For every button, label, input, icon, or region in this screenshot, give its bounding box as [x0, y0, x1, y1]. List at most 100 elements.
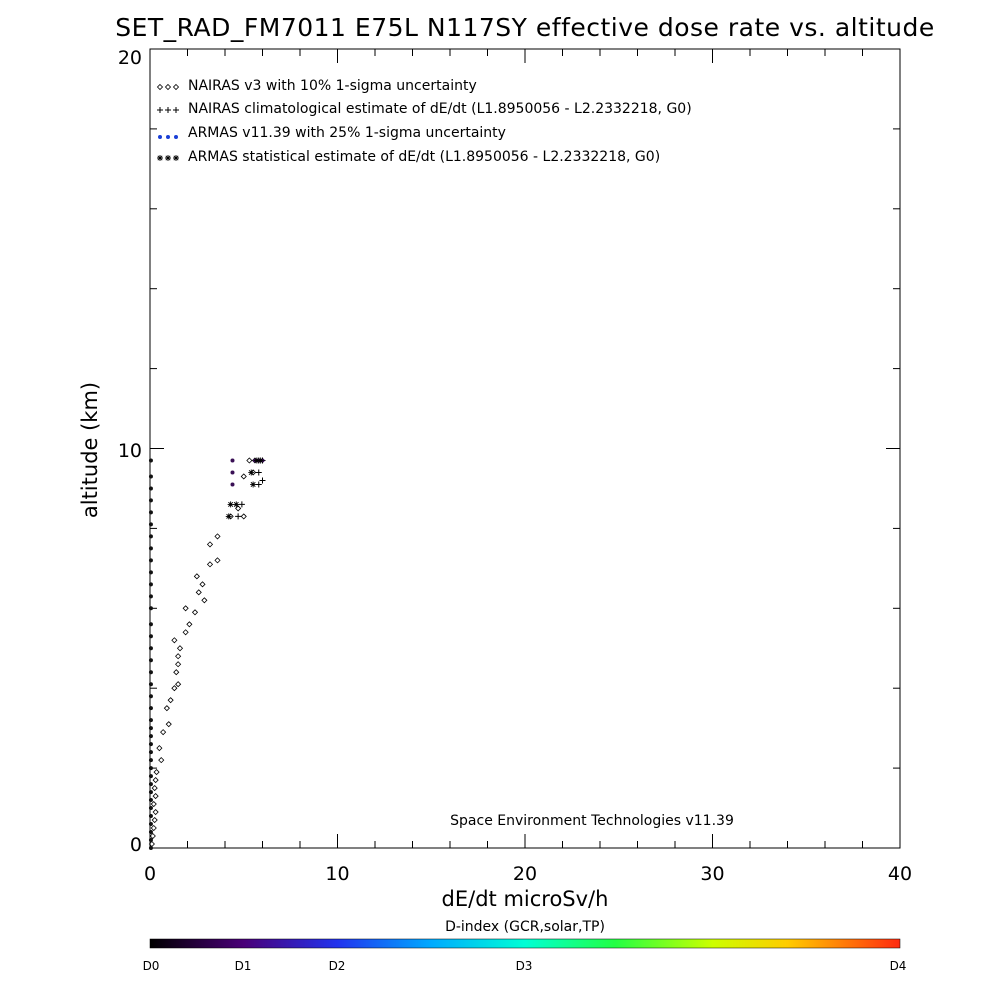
legend-entry: ARMAS statistical estimate of dE/dt (L1.… — [188, 149, 660, 165]
data-points — [148, 457, 266, 850]
legend-marker-dot — [158, 135, 178, 139]
series-plus — [235, 457, 266, 520]
diamond-marker — [240, 473, 247, 480]
dot-marker — [148, 670, 153, 675]
plus-marker — [255, 469, 262, 476]
diamond-marker — [240, 513, 247, 520]
diamond-marker — [150, 824, 157, 832]
diamond-marker — [151, 785, 158, 792]
dot-marker — [148, 546, 153, 551]
diamond-marker — [151, 816, 158, 824]
diamond-marker — [156, 745, 163, 752]
diamond-marker — [164, 83, 172, 91]
diamond-marker — [156, 83, 164, 91]
dot-marker — [148, 582, 153, 587]
dot-marker — [166, 135, 170, 139]
dot-marker — [148, 750, 153, 755]
dot-marker — [148, 510, 153, 515]
dot-marker — [148, 846, 153, 850]
dot-marker — [148, 830, 153, 835]
legend-marker-plus — [157, 107, 179, 113]
dot-marker — [148, 822, 153, 827]
dot-marker — [148, 458, 153, 463]
legend-entry: ARMAS v11.39 with 25% 1-sigma uncertaint… — [188, 125, 506, 141]
diamond-marker — [206, 561, 214, 568]
series-star — [225, 457, 264, 520]
colorbar-labels: D0 D1 D2 D3 D4 — [143, 959, 907, 973]
plus-marker — [255, 481, 262, 488]
colorbar-label: D2 — [329, 959, 346, 973]
dot-marker — [148, 522, 153, 527]
diamond-marker — [182, 605, 189, 612]
diamond-marker — [214, 533, 221, 540]
diamond-marker — [186, 621, 193, 628]
plot-frame — [149, 48, 901, 849]
y-tick-label: 10 — [118, 440, 142, 462]
star-marker — [173, 155, 179, 161]
dot-marker — [148, 814, 153, 819]
diamond-marker — [173, 669, 180, 676]
star-marker — [257, 457, 264, 464]
series-dot — [148, 458, 265, 850]
plus-marker — [165, 107, 171, 113]
dot-marker — [148, 718, 153, 723]
diamond-marker — [152, 777, 159, 784]
y-tick-label: 20 — [118, 47, 142, 69]
dot-marker — [174, 135, 178, 139]
x-tick-label: 20 — [513, 863, 537, 885]
diamond-marker — [175, 681, 182, 688]
colorbar-label: D4 — [890, 959, 907, 973]
dot-marker — [158, 135, 162, 139]
chart-title: SET_RAD_FM7011 E75L N117SY effective dos… — [115, 13, 935, 42]
legend-entry: NAIRAS v3 with 10% 1-sigma uncertainty — [188, 78, 477, 94]
dot-marker — [230, 470, 235, 475]
diamond-marker — [201, 597, 208, 604]
x-tick-labels: 0 10 20 30 40 — [144, 863, 912, 885]
dot-marker — [148, 694, 153, 699]
plus-marker — [173, 107, 179, 113]
tick-marks — [149, 48, 901, 849]
dot-marker — [148, 758, 153, 763]
star-marker — [248, 469, 255, 476]
diamond-marker — [167, 697, 174, 704]
diamond-marker — [235, 505, 242, 512]
dot-marker — [148, 558, 153, 563]
plus-marker — [235, 513, 242, 520]
legend: NAIRAS v3 with 10% 1-sigma uncertainty N… — [156, 78, 692, 165]
dot-marker — [148, 634, 153, 639]
diamond-marker — [152, 808, 159, 816]
colorbar-title: D-index (GCR,solar,TP) — [445, 919, 605, 935]
star-marker — [227, 501, 234, 508]
dot-marker — [148, 706, 153, 711]
colorbar — [149, 938, 901, 949]
x-tick-label: 40 — [888, 863, 912, 885]
plus-marker — [157, 107, 163, 113]
x-tick-label: 30 — [700, 863, 724, 885]
dot-marker — [148, 766, 153, 771]
diamond-marker — [158, 757, 165, 764]
colorbar-label: D3 — [516, 959, 533, 973]
diamond-marker — [152, 792, 159, 800]
dot-marker — [148, 594, 153, 599]
star-marker — [157, 155, 163, 161]
dot-marker — [148, 734, 153, 739]
diamond-marker — [191, 609, 199, 616]
dot-marker — [148, 570, 153, 575]
dot-marker — [148, 726, 153, 731]
star-marker — [253, 457, 260, 464]
diamond-marker — [163, 705, 170, 712]
series-diamond — [148, 457, 259, 848]
diamond-marker — [175, 653, 182, 660]
y-tick-label: 0 — [130, 834, 142, 856]
dot-marker — [148, 806, 153, 811]
dot-marker — [148, 534, 153, 539]
plus-marker — [238, 501, 245, 508]
legend-marker-star — [157, 155, 179, 161]
diamond-marker — [214, 557, 221, 564]
diamond-marker — [246, 457, 253, 464]
diamond-marker — [172, 83, 180, 91]
dot-marker — [148, 646, 153, 651]
dot-marker — [148, 682, 153, 687]
colorbar-label: D0 — [143, 959, 160, 973]
diamond-marker — [199, 581, 206, 588]
